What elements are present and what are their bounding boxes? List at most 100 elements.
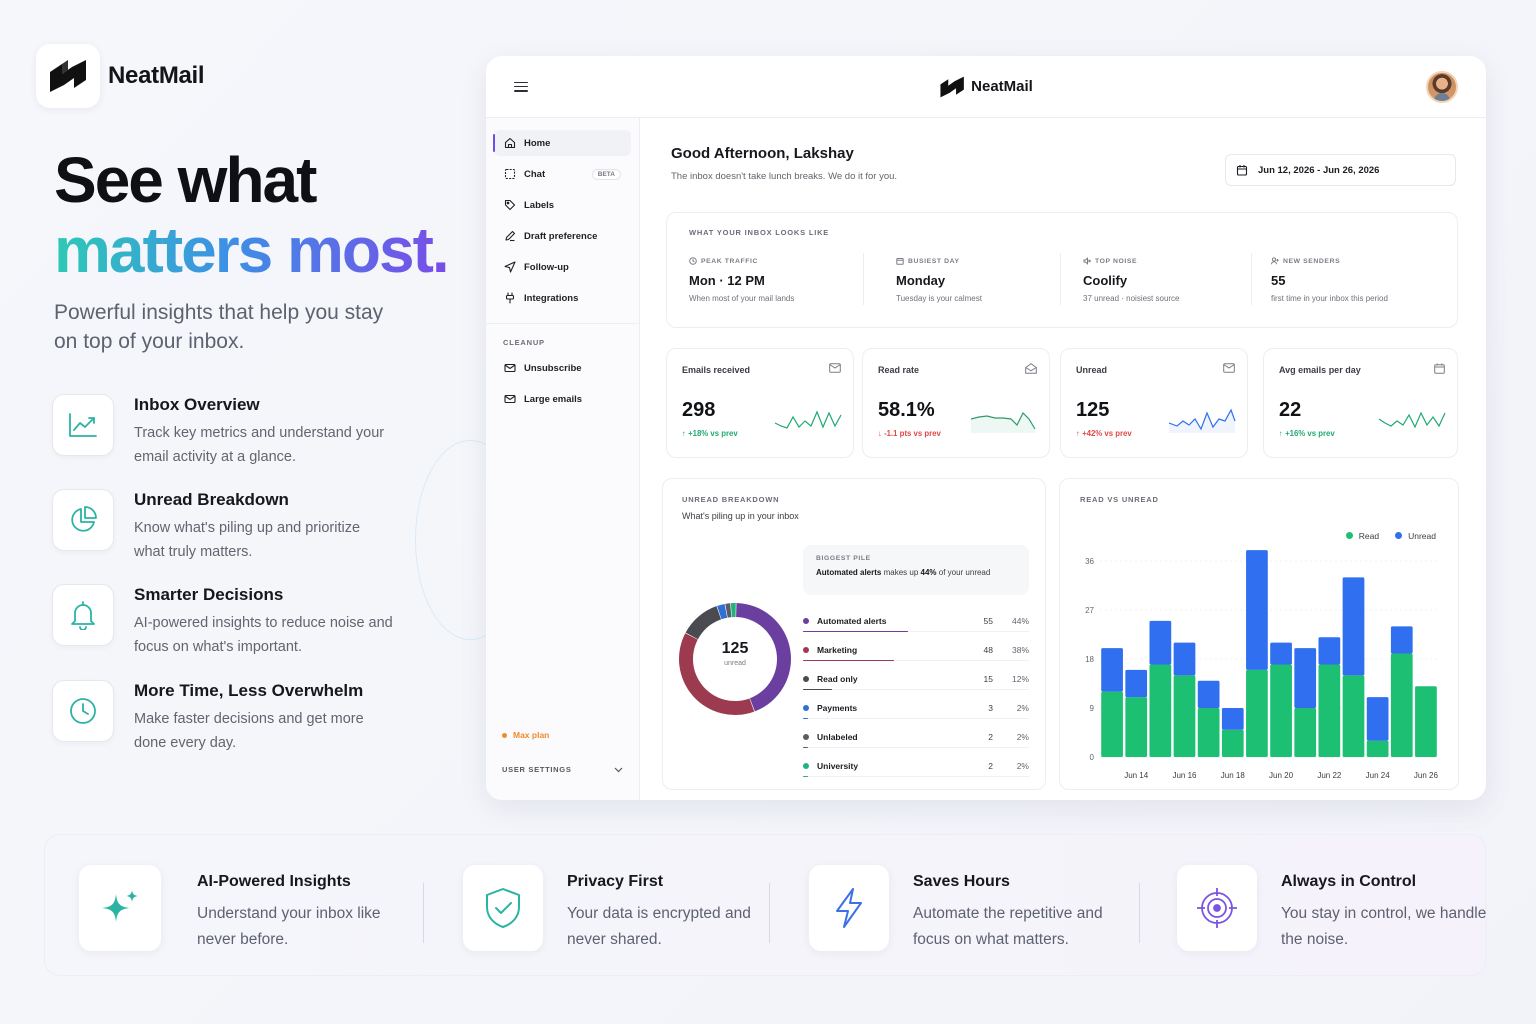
unread-breakdown-card: UNREAD BREAKDOWN What's piling up in you… (662, 478, 1046, 790)
card-subtitle: What's piling up in your inbox (682, 511, 799, 521)
trend-chart-icon (52, 394, 114, 456)
kpi-title: Read rate (878, 365, 920, 375)
unread-donut-chart[interactable]: 125 unread (677, 597, 793, 723)
legend-unread[interactable]: Unread (1395, 531, 1436, 541)
bar-unread (1101, 648, 1123, 692)
bar-read (1294, 708, 1317, 757)
bell-icon (52, 584, 114, 646)
benefit-desc: Your data is encrypted and never shared. (567, 905, 751, 948)
plug-icon (504, 292, 516, 304)
kpi-delta-text: +42% vs prev (1082, 429, 1132, 438)
chart-legend: Read Unread (1345, 531, 1436, 541)
bar-read (1390, 653, 1413, 757)
calendar-icon (1236, 165, 1248, 176)
category-count: 3 (988, 702, 993, 713)
kpi-read-rate[interactable]: Read rate 58.1% ↓ -1.1 pts vs prev (862, 348, 1050, 458)
sidebar-item-label: Integrations (524, 292, 579, 304)
kpi-delta: ↑ +16% vs prev (1279, 429, 1335, 438)
app-topbar: NeatMail (486, 56, 1486, 118)
avatar[interactable] (1426, 70, 1458, 103)
sidebar-item-chat[interactable]: Chat BETA (494, 161, 631, 187)
stat-key: NEW SENDERS (1283, 257, 1341, 265)
x-tick-label: Jun 20 (1269, 771, 1294, 780)
kpi-value: 58.1% (878, 399, 935, 421)
legend-label: Read (1358, 531, 1380, 541)
divider (863, 253, 864, 305)
kpi-title: Emails received (682, 365, 751, 375)
stat-new-senders: NEW SENDERS 55 first time in your inbox … (1271, 257, 1441, 303)
category-count: 2 (988, 731, 993, 742)
sidebar-item-large-emails[interactable]: Large emails (494, 386, 631, 412)
bar-unread (1125, 669, 1148, 698)
category-dot-icon (803, 733, 809, 740)
user-settings-toggle[interactable]: USER SETTINGS (502, 765, 623, 774)
bar-unread (1246, 550, 1268, 670)
bar-unread (1270, 642, 1292, 665)
calendar-icon (896, 258, 904, 265)
bar-read (1366, 740, 1389, 757)
kpi-emails-received[interactable]: Emails received 298 ↑ +18% vs prev (666, 348, 854, 458)
donut-slice (736, 603, 791, 712)
kpi-delta-text: +16% vs prev (1285, 429, 1335, 438)
legend-dot-icon (1345, 532, 1353, 540)
plan-indicator[interactable]: Max plan (502, 730, 549, 740)
sidebar-item-integrations[interactable]: Integrations (494, 285, 631, 311)
breakdown-row[interactable]: Read only 15 12% (803, 664, 1029, 693)
share-bar (803, 746, 808, 748)
sparkle-icon (79, 865, 161, 951)
donut-total-label: unread (724, 660, 746, 667)
sidebar-item-labels[interactable]: Labels (494, 192, 631, 218)
sidebar-item-follow-up[interactable]: Follow-up (494, 254, 631, 280)
pile-mid: makes up (881, 568, 921, 577)
date-range-picker[interactable]: Jun 12, 2026 - Jun 26, 2026 (1225, 154, 1456, 186)
benefit-title: Always in Control (1281, 873, 1417, 890)
breakdown-row[interactable]: Unlabeled 2 2% (803, 722, 1029, 751)
stat-desc: first time in your inbox this period (1271, 294, 1388, 303)
legend-read[interactable]: Read (1345, 531, 1380, 541)
mail-icon (504, 362, 516, 374)
category-dot-icon (803, 617, 809, 624)
bar-unread (1318, 637, 1341, 665)
breakdown-row[interactable]: Marketing 48 38% (803, 635, 1029, 664)
kpi-delta: ↓ -1.1 pts vs prev (878, 429, 941, 438)
benefit-privacy-first: Privacy First Your data is encrypted and… (463, 865, 787, 953)
kpi-unread[interactable]: Unread 125 ↑ +42% vs prev (1060, 348, 1248, 458)
greeting-subtitle: The inbox doesn't take lunch breaks. We … (671, 171, 898, 182)
card-label: WHAT YOUR INBOX LOOKS LIKE (689, 228, 830, 237)
x-tick-label: Jun 18 (1221, 771, 1246, 780)
breakdown-row[interactable]: Automated alerts 55 44% (803, 606, 1029, 635)
feature-desc: Make faster decisions and get more done … (134, 711, 364, 751)
x-tick-label: Jun 16 (1172, 771, 1197, 780)
sidebar-item-label: Follow-up (524, 261, 569, 273)
pie-chart-icon (52, 489, 114, 551)
donut-slice (679, 633, 755, 715)
category-percent: 2% (1016, 760, 1029, 771)
stat-desc: Tuesday is your calmest (896, 294, 982, 303)
stat-peak-traffic: PEAK TRAFFIC Mon · 12 PM When most of yo… (689, 257, 859, 303)
share-bar (803, 775, 808, 777)
pile-text: Automated alerts makes up 44% of your un… (816, 568, 1016, 577)
bar-unread (1149, 620, 1172, 665)
mail-icon (1223, 363, 1235, 373)
app-brand-name: NeatMail (971, 78, 1033, 95)
legend-dot-icon (1395, 532, 1403, 540)
sidebar-item-unsubscribe[interactable]: Unsubscribe (494, 355, 631, 381)
tag-icon (504, 199, 516, 211)
feature-inbox-overview: Inbox Overview Track key metrics and und… (52, 394, 394, 469)
breakdown-row[interactable]: University 2 2% (803, 751, 1029, 780)
sidebar-item-home[interactable]: Home (493, 130, 631, 156)
breakdown-row[interactable]: Payments 3 2% (803, 693, 1029, 722)
menu-icon[interactable] (514, 81, 528, 92)
feature-unread-breakdown: Unread Breakdown Know what's piling up a… (52, 489, 394, 564)
share-track (803, 776, 1029, 777)
chevron-down-icon (614, 767, 623, 772)
kpi-value: 298 (682, 399, 716, 421)
kpi-avg-emails-per-day[interactable]: Avg emails per day 22 ↑ +16% vs prev (1263, 348, 1458, 458)
bar-read (1149, 664, 1172, 757)
kpi-delta-text: +18% vs prev (688, 429, 738, 438)
mail-icon (504, 393, 516, 405)
sidebar-item-draft-preference[interactable]: Draft preference (494, 223, 631, 249)
beta-badge: BETA (591, 168, 621, 180)
category-name: Read only (817, 673, 858, 684)
read-vs-unread-card: READ VS UNREAD Read Unread 0 9 18 27 36 Jun 1… (1059, 478, 1459, 790)
